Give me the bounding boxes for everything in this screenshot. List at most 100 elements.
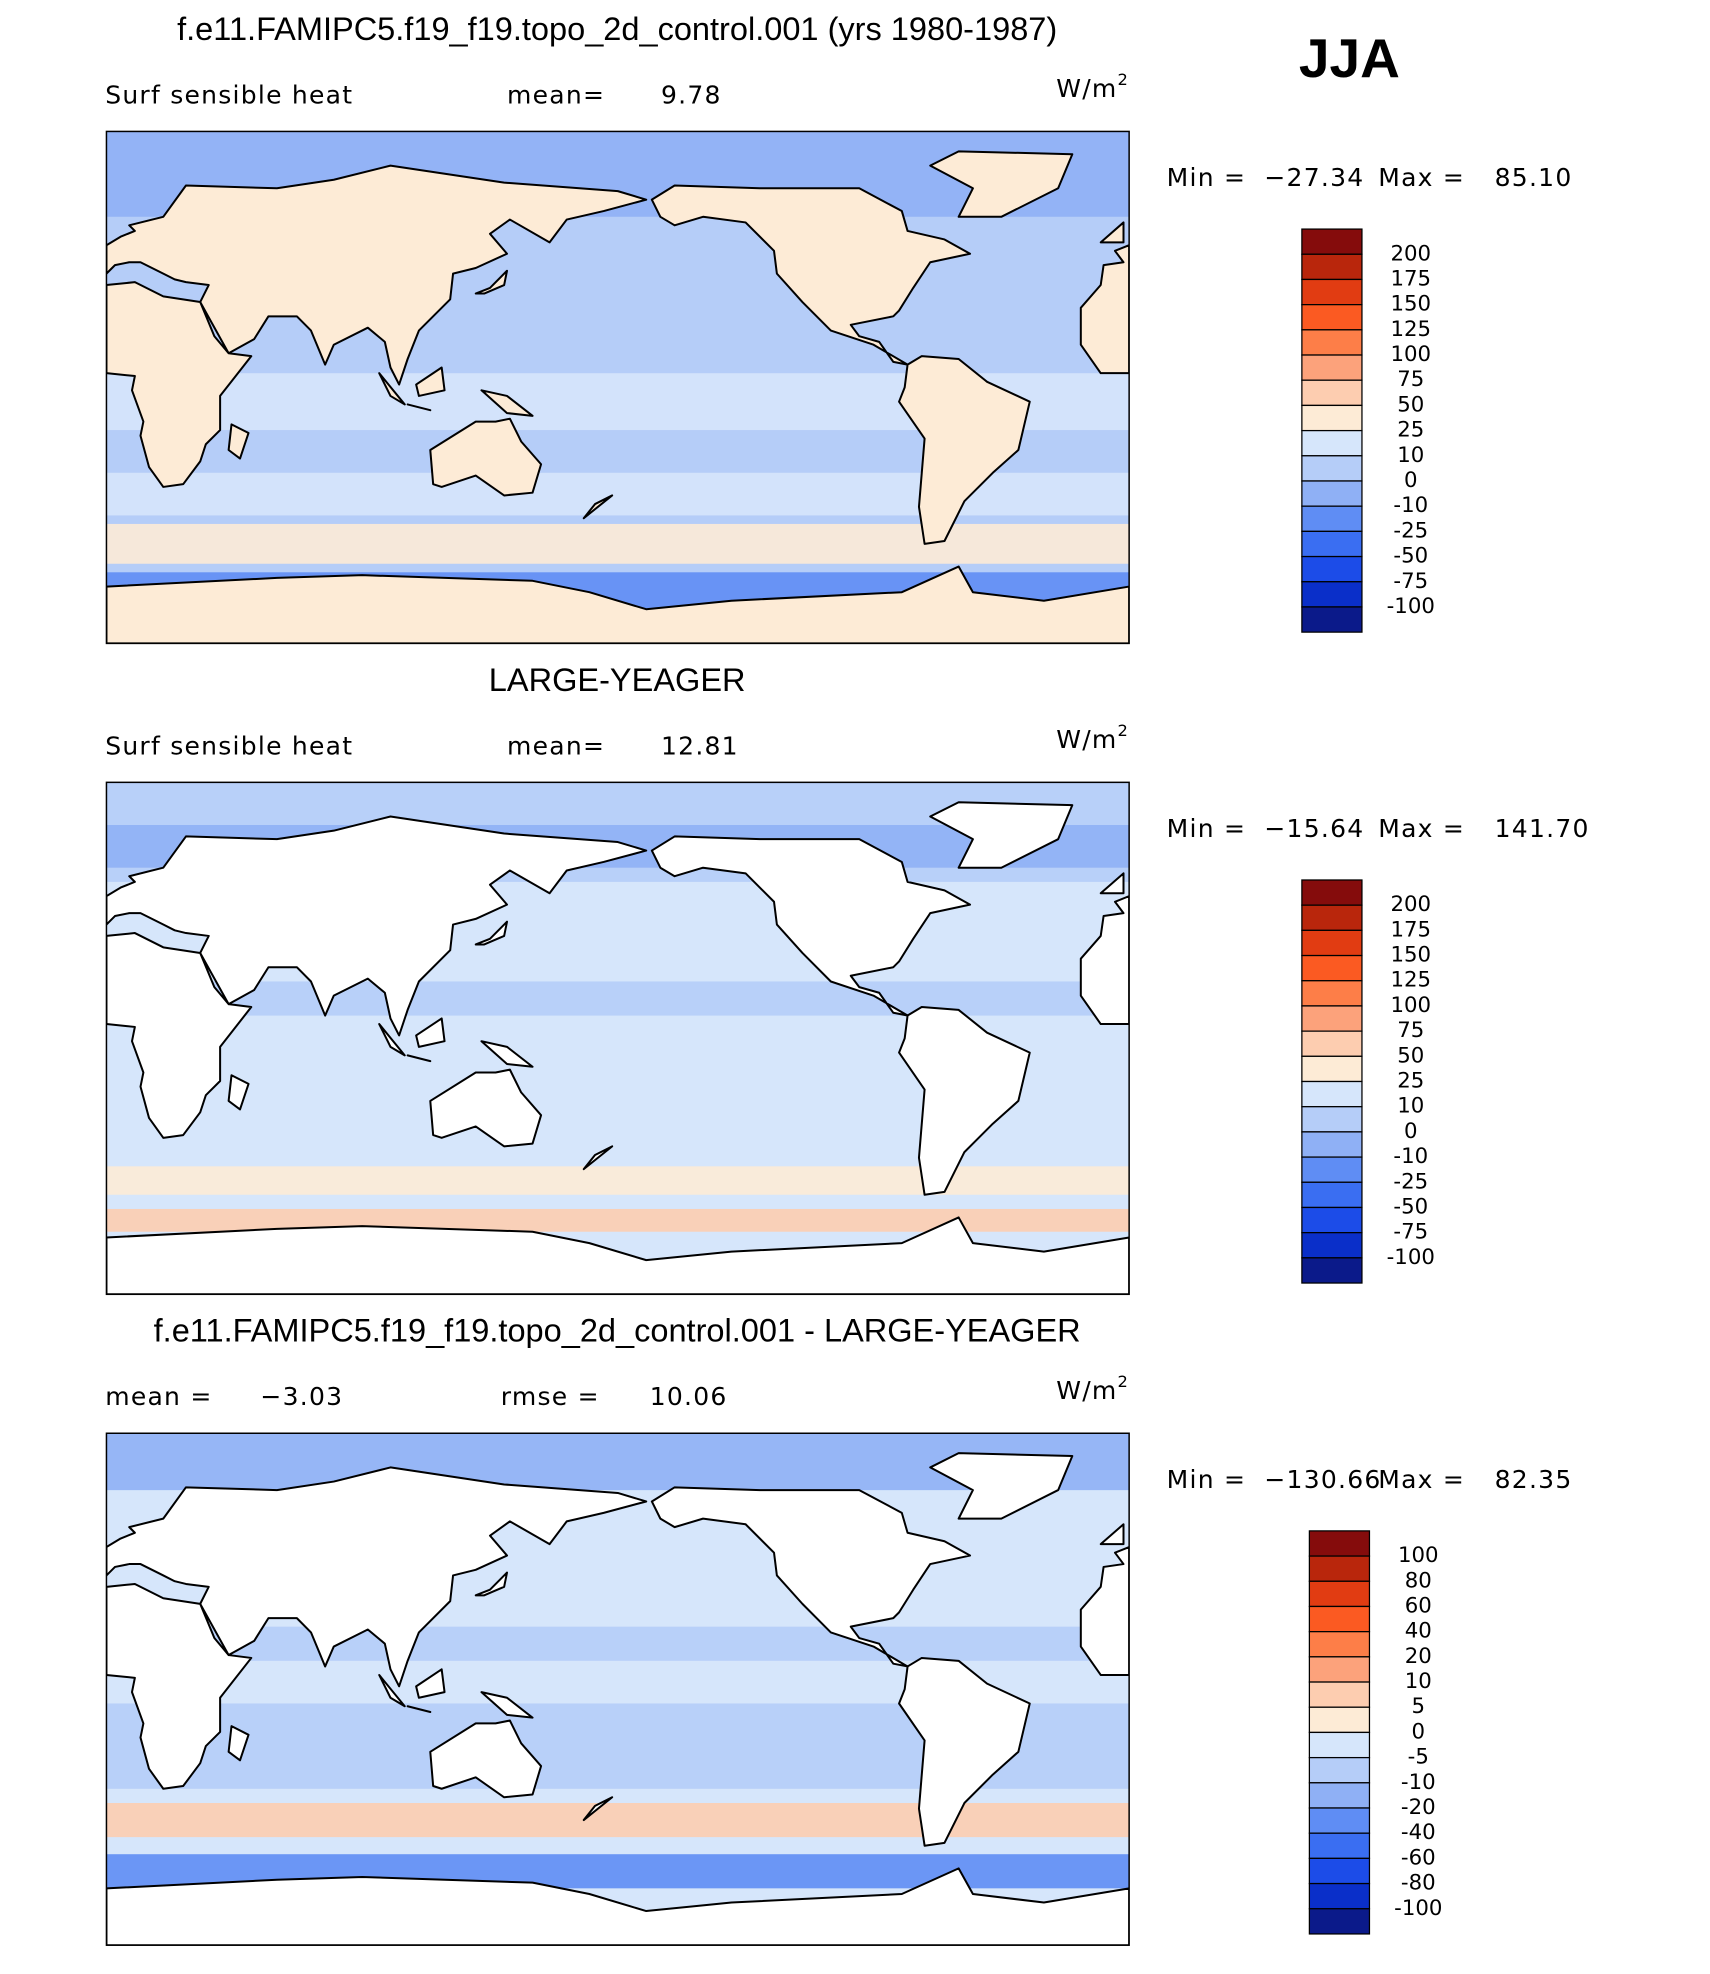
field-name: Surf sensible heat [105, 80, 353, 109]
colorbar-label: -75 [1393, 569, 1428, 594]
field-band [106, 1626, 1130, 1661]
stat-label: mean= [507, 80, 605, 109]
colorbar-box [1308, 1530, 1371, 1557]
colorbar-box [1308, 1857, 1371, 1885]
colorbar-box [1301, 1055, 1363, 1083]
field-band [106, 1208, 1130, 1232]
colorbar-label: 50 [1397, 392, 1424, 417]
colorbar-label: 175 [1390, 266, 1431, 291]
colorbar-box [1308, 1706, 1371, 1734]
colorbar-box [1301, 929, 1363, 957]
colorbar-label: -5 [1408, 1745, 1429, 1770]
map [106, 782, 1130, 1295]
colorbar-label: -75 [1393, 1220, 1428, 1245]
colorbar-label: 25 [1397, 1069, 1424, 1094]
colorbar-box [1301, 1156, 1363, 1183]
field-band [106, 523, 1130, 564]
colorbar-box [1301, 904, 1363, 931]
colorbar-label: 80 [1405, 1568, 1432, 1593]
colorbar-box [1308, 1731, 1371, 1759]
stat-value: 9.78 [661, 80, 722, 109]
colorbar-box [1308, 1681, 1371, 1708]
colorbar-label: -10 [1393, 493, 1428, 518]
min-max-text: Max = [1378, 163, 1465, 192]
colorbar-label: 75 [1397, 367, 1424, 392]
stat-label: mean = [105, 1382, 212, 1411]
colorbar-box [1301, 354, 1363, 381]
colorbar-label: -40 [1401, 1820, 1436, 1845]
units-base: W/m [1056, 1376, 1117, 1405]
min-max-text: −130.66 [1264, 1465, 1381, 1494]
min-max-text: 82.35 [1495, 1465, 1573, 1494]
colorbar-label: -10 [1401, 1770, 1436, 1795]
map [106, 1433, 1130, 1946]
units-exponent: 2 [1118, 70, 1130, 89]
colorbar-box [1301, 505, 1363, 532]
colorbar-label: -25 [1393, 518, 1428, 543]
colorbar-label: -80 [1401, 1871, 1436, 1896]
units: W/m2 [1056, 1371, 1129, 1405]
colorbar-box [1301, 606, 1363, 633]
min-max-text: Min = [1167, 163, 1247, 192]
colorbar-label: 60 [1405, 1593, 1432, 1618]
colorbar-box [1301, 228, 1363, 255]
colorbar-label: 150 [1390, 292, 1431, 317]
colorbar-label: 25 [1397, 418, 1424, 443]
colorbar-label: 200 [1390, 241, 1431, 266]
stat-value: 10.06 [650, 1382, 728, 1411]
colorbar-label: 10 [1405, 1669, 1432, 1694]
min-max-text: 141.70 [1495, 814, 1590, 843]
units: W/m2 [1056, 70, 1129, 104]
field-name: Surf sensible heat [105, 731, 353, 760]
colorbar-label: -50 [1393, 1194, 1428, 1219]
field-band [106, 981, 1130, 1016]
colorbar-label: -100 [1394, 1896, 1442, 1921]
colorbar-label: 200 [1390, 892, 1431, 917]
colorbar-box [1301, 555, 1363, 583]
colorbar-box [1301, 480, 1363, 507]
colorbar-box [1308, 1580, 1371, 1608]
panel-title: f.e11.FAMIPC5.f19_f19.topo_2d_control.00… [154, 1313, 1081, 1349]
colorbar-box [1308, 1782, 1371, 1809]
colorbar-box [1301, 1030, 1363, 1057]
stat-value: 12.81 [661, 731, 739, 760]
colorbar-label: -25 [1393, 1169, 1428, 1194]
colorbar-label: -100 [1387, 1245, 1435, 1270]
colorbar-box [1301, 455, 1363, 482]
colorbar-label: 100 [1390, 993, 1431, 1018]
colorbar-box [1301, 954, 1363, 982]
colorbar-box [1301, 1181, 1363, 1209]
stat-value: −3.03 [260, 1382, 343, 1411]
colorbar-label: 0 [1404, 1119, 1418, 1144]
min-max-text: Min = [1167, 814, 1247, 843]
colorbar-box [1301, 980, 1363, 1007]
min-max-text: 85.10 [1495, 163, 1573, 192]
colorbar-box [1308, 1807, 1371, 1834]
colorbar-box [1301, 1232, 1363, 1259]
colorbar-box [1301, 581, 1363, 608]
colorbar-box [1301, 1005, 1363, 1032]
min-max-text: Min = [1167, 1465, 1247, 1494]
land [106, 1452, 1130, 1946]
colorbar-label: 125 [1390, 968, 1431, 993]
colorbar-label: 100 [1398, 1543, 1439, 1568]
colorbar-box [1301, 379, 1363, 407]
colorbar-label: 40 [1405, 1619, 1432, 1644]
colorbar-box [1301, 304, 1363, 331]
panel-title: LARGE-YEAGER [489, 662, 746, 698]
colorbar-label: 0 [1404, 468, 1418, 493]
colorbar-box [1301, 1257, 1363, 1284]
colorbar-label: 0 [1412, 1719, 1426, 1744]
colorbar-box [1301, 329, 1363, 356]
min-max-text: −15.64 [1264, 814, 1364, 843]
map-frame [105, 781, 1130, 1296]
colorbar-box [1308, 1656, 1371, 1683]
map [106, 131, 1130, 644]
colorbar-label: 175 [1390, 917, 1431, 942]
colorbar-label: -50 [1393, 544, 1428, 569]
land [106, 801, 1130, 1295]
colorbar-box [1308, 1631, 1371, 1658]
stat-label: rmse = [501, 1382, 600, 1411]
min-max-text: −27.34 [1264, 163, 1364, 192]
